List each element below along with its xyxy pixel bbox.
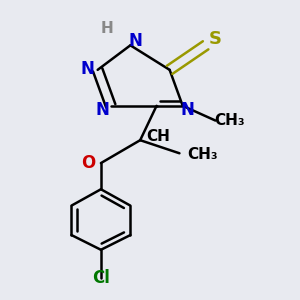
Text: CH₃: CH₃ xyxy=(188,147,218,162)
Text: H: H xyxy=(101,22,114,37)
Text: O: O xyxy=(81,154,95,172)
Text: CH₃: CH₃ xyxy=(214,113,244,128)
Text: N: N xyxy=(128,32,142,50)
Text: S: S xyxy=(209,30,222,48)
Text: N: N xyxy=(96,101,110,119)
Text: N: N xyxy=(181,101,195,119)
Text: CH: CH xyxy=(147,129,171,144)
Text: Cl: Cl xyxy=(92,268,110,286)
Text: N: N xyxy=(80,60,94,78)
